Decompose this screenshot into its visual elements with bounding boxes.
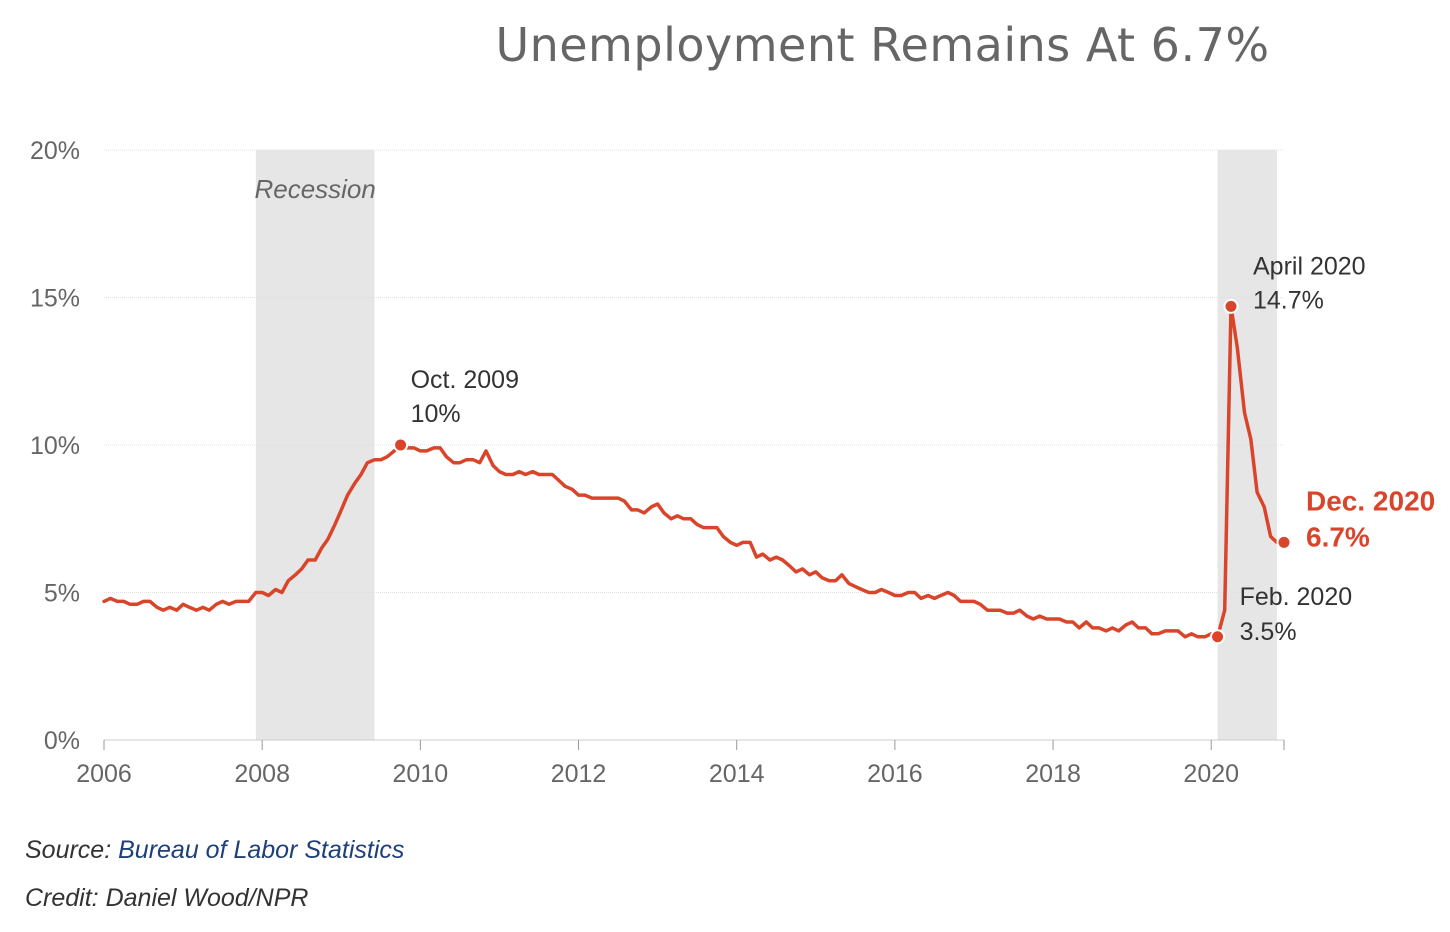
annotation-value: 14.7%	[1253, 286, 1324, 314]
x-tick-label: 2006	[76, 760, 132, 788]
highlight-points: Oct. 2009 10% April 2020 14.7% Feb. 2020 3.5%…	[393, 252, 1435, 646]
y-tick-label: 0%	[44, 727, 80, 755]
highlight-point	[1223, 298, 1239, 314]
x-tick-label: 2008	[234, 760, 290, 788]
unemployment-chart: Recession 0% 5% 10% 15% 20% 2006 2008 2010 2012 2…	[30, 137, 1435, 788]
x-tick-label: 2014	[709, 760, 765, 788]
chart-title: Unemployment Remains At 6.7%	[495, 18, 1270, 72]
annotation-value: 3.5%	[1240, 618, 1297, 646]
x-tick-label: 2010	[393, 760, 449, 788]
credit-line: Credit: Daniel Wood/NPR	[25, 884, 309, 912]
annotation-date: Feb. 2020	[1240, 583, 1353, 611]
series-line-group	[102, 304, 1286, 639]
source-line: Source: Bureau of Labor Statistics	[25, 836, 404, 865]
annotation-date: Oct. 2009	[411, 366, 519, 394]
axes: 0% 5% 10% 15% 20% 2006 2008 2010 2012 2014 2016 201…	[30, 137, 1285, 788]
source-link[interactable]: Bureau of Labor Statistics	[118, 836, 405, 864]
source-label: Source:	[25, 836, 119, 864]
annotation-date: Dec. 2020	[1306, 485, 1435, 516]
y-tick-label: 15%	[30, 285, 80, 313]
annotation-value: 10%	[411, 400, 461, 428]
footer: Source: Bureau of Labor Statistics Credi…	[25, 836, 404, 932]
recession-label: Recession	[254, 174, 375, 204]
y-tick-label: 10%	[30, 432, 80, 460]
highlight-point	[1276, 534, 1292, 550]
y-tick-label: 20%	[30, 137, 80, 165]
annotation-value: 6.7%	[1306, 521, 1370, 552]
annotation-date: April 2020	[1253, 252, 1366, 280]
x-tick-label: 2012	[551, 760, 607, 788]
highlight-point	[1210, 629, 1226, 645]
highlight-point	[393, 437, 409, 453]
gridlines	[104, 149, 1284, 593]
x-tick-label: 2020	[1183, 760, 1239, 788]
y-tick-label: 5%	[44, 580, 80, 608]
unemployment-rate-line	[102, 304, 1286, 639]
x-tick-label: 2018	[1025, 760, 1081, 788]
x-tick-label: 2016	[867, 760, 923, 788]
